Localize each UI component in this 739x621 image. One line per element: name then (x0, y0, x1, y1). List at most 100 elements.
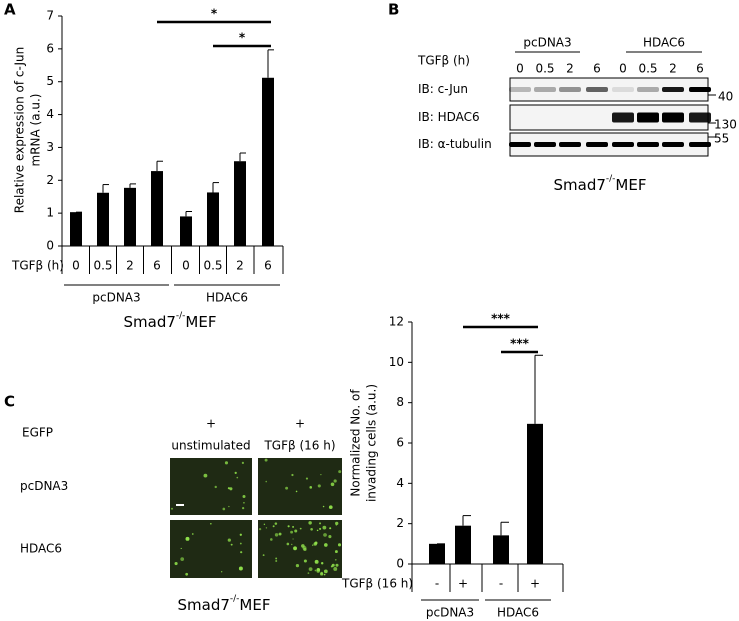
cell-dot (240, 551, 243, 554)
cell-dot (258, 527, 262, 531)
cell-dot (310, 528, 313, 531)
significance-label: *** (510, 337, 530, 351)
micrograph (258, 520, 342, 578)
significance-label: *** (491, 312, 511, 326)
bar (527, 423, 543, 564)
blot-band (662, 87, 684, 92)
cell-dot (292, 526, 295, 528)
column-label: unstimulated (171, 439, 250, 453)
cell-dot (312, 544, 314, 546)
cell-dot (210, 523, 212, 525)
cell-dot (308, 567, 313, 571)
panel-letter: A (4, 1, 16, 19)
y-tick-label: 10 (389, 355, 404, 369)
cell-dot (170, 507, 174, 510)
cell-dot (330, 482, 335, 487)
blot-band (586, 142, 608, 147)
cell-dot (323, 533, 327, 537)
cell-dot (328, 535, 332, 539)
y-tick-label: 2 (46, 173, 54, 187)
footer: Smad7-/-MEF (124, 311, 217, 331)
bar (180, 216, 192, 246)
micro-row: pcDNA3 (20, 479, 68, 493)
blot-band (689, 112, 711, 123)
cell-dot (234, 471, 237, 474)
lane-label: 6 (593, 62, 601, 76)
cell-dot (275, 560, 278, 563)
cell-dot (239, 542, 242, 545)
cell-dot (307, 572, 310, 574)
probe-label: IB: HDAC6 (418, 110, 480, 124)
column-sign: + (206, 417, 216, 431)
blot-band (559, 87, 581, 92)
cell-dot (320, 562, 324, 565)
cell-dot (272, 525, 275, 528)
cell-dot (265, 480, 268, 483)
y-tick-label: 0 (46, 239, 54, 253)
y-axis-label: invading cells (a.u.) (365, 384, 379, 502)
blot-band (559, 142, 581, 147)
bar (455, 525, 471, 564)
cell-dot (290, 530, 294, 534)
x-tick-label: 6 (153, 259, 161, 273)
micrograph (170, 520, 252, 578)
blot-band (662, 142, 684, 147)
cell-dot (242, 507, 245, 510)
footer: Smad7-/-MEF (178, 594, 271, 614)
bar (70, 212, 82, 246)
cell-dot (303, 559, 307, 563)
cell-dot (214, 485, 217, 489)
cell-dot (180, 547, 182, 550)
x-tick-label: 0.5 (93, 259, 112, 273)
lane-label: 0.5 (535, 62, 554, 76)
cell-dot (291, 543, 293, 546)
y-tick-label: 5 (46, 74, 54, 88)
lane-label: 0 (619, 62, 627, 76)
y-tick-label: 4 (46, 107, 54, 121)
micrograph (258, 458, 342, 515)
row-label: TGFβ (h) (11, 259, 64, 273)
marker-label: 130 (714, 118, 737, 132)
panel-letter: C (4, 393, 15, 411)
blot-band (509, 142, 531, 147)
cell-dot (180, 557, 185, 561)
x-tick-label: 0 (72, 259, 80, 273)
cell-dot (316, 529, 319, 532)
bar (429, 543, 445, 564)
cell-dot (319, 522, 322, 525)
cell-dot (295, 490, 298, 493)
cell-dot (174, 561, 178, 566)
lane-label: 2 (669, 62, 677, 76)
significance-label: * (211, 7, 218, 21)
cell-dot (316, 569, 320, 573)
footer-sup: -/- (230, 594, 240, 604)
footer-sup: -/- (176, 311, 186, 321)
cell-dot (299, 527, 302, 530)
micrograph (170, 458, 252, 515)
y-axis-label: Relative expression of c-Jun (13, 47, 27, 213)
y-tick-label: 3 (46, 140, 54, 154)
footer-base: Smad7 (124, 313, 176, 331)
cell-dot (324, 543, 328, 547)
cell-dot (330, 565, 333, 568)
cell-dot (242, 494, 246, 498)
cell-dot (323, 569, 328, 574)
blot-band (534, 87, 556, 92)
cell-dot (320, 473, 322, 476)
x-tick-label: 6 (264, 259, 272, 273)
blot-band (586, 87, 608, 92)
cell-dot (227, 538, 231, 542)
cell-dot (337, 543, 342, 547)
blot-band (689, 87, 711, 92)
cell-dot (314, 560, 318, 564)
cell-dot (264, 458, 268, 462)
cell-dot (335, 524, 338, 526)
cell-dot (292, 538, 294, 540)
blot-band (637, 142, 659, 147)
cell-dot (308, 521, 312, 525)
cell-dot (319, 527, 322, 530)
blot-band (509, 87, 531, 92)
x-tick-label: + (530, 577, 540, 591)
bar (151, 171, 163, 246)
